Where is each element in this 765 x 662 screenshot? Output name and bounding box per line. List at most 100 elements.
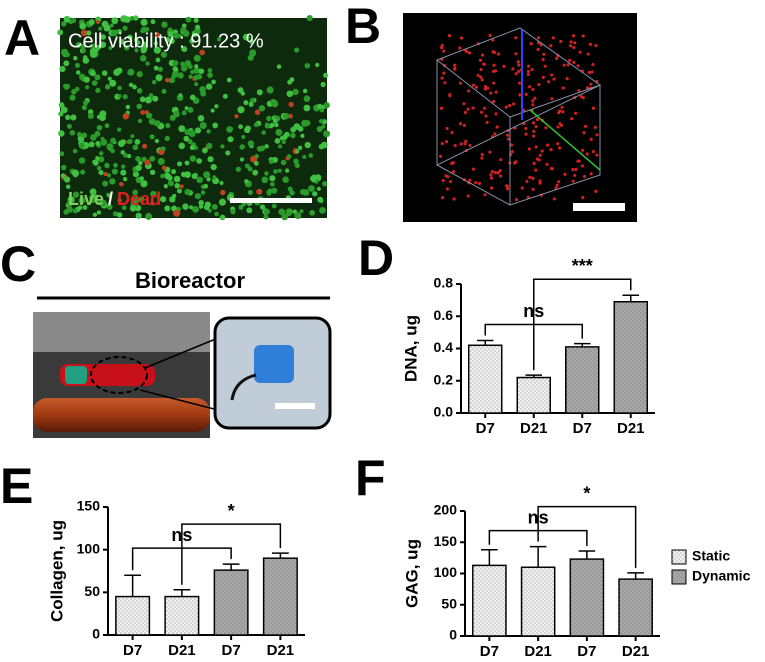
cell-dot <box>247 166 253 172</box>
cell-dot <box>319 206 326 214</box>
cell-dot <box>185 16 192 23</box>
cell-dot <box>576 64 580 68</box>
cell-dot <box>179 184 184 189</box>
panel-letter: F <box>355 450 386 506</box>
cell-dot <box>214 211 219 217</box>
cell-dot <box>65 114 71 121</box>
live-label: Live <box>68 189 104 209</box>
cell-dot <box>177 72 184 79</box>
cell-dot <box>142 143 148 149</box>
cell-dot <box>203 183 209 189</box>
cell-dot <box>471 167 476 171</box>
cell-dot <box>117 198 122 203</box>
y-tick-label: 0.8 <box>434 275 454 291</box>
cell-dot <box>82 55 88 60</box>
cell-dot <box>439 106 444 110</box>
cell-dot <box>183 135 190 142</box>
cell-dot <box>99 41 107 49</box>
significance-bracket <box>181 523 282 585</box>
cell-dot <box>585 86 589 90</box>
cell-dot <box>514 197 519 202</box>
cell-dot <box>167 180 175 187</box>
cell-dot <box>200 190 206 195</box>
cell-dot <box>451 170 456 174</box>
cell-dot <box>323 72 329 78</box>
cell-dot <box>140 180 148 188</box>
cell-dot <box>492 81 496 85</box>
cell-dot <box>323 102 330 109</box>
cell-dot <box>531 187 535 191</box>
cell-dot <box>543 64 547 68</box>
cell-dot <box>495 125 499 129</box>
cell-dot <box>479 68 483 72</box>
cell-dot <box>74 62 80 68</box>
cell-dot <box>463 110 468 115</box>
cell-dot <box>442 49 446 53</box>
cell-dot <box>89 48 97 56</box>
cell-dot <box>136 88 143 94</box>
cell-dot <box>594 189 598 193</box>
cell-dot <box>441 196 445 200</box>
cell-dot <box>268 159 274 165</box>
cell-dot <box>531 99 535 103</box>
cell-dot <box>212 122 219 129</box>
cell-dot <box>219 214 226 221</box>
cell-dot <box>446 175 450 179</box>
cell-dot <box>277 168 282 173</box>
x-tick-label: D7 <box>573 420 592 437</box>
cell-dot <box>133 37 139 42</box>
cell-dot <box>589 137 593 141</box>
cell-dot <box>508 153 513 157</box>
cell-dot <box>566 63 570 67</box>
cell-dot <box>191 173 198 180</box>
cell-dot <box>212 175 217 180</box>
significance-bracket <box>533 278 632 371</box>
cell-dot <box>304 62 311 69</box>
cell-dot <box>440 76 444 80</box>
cell-dot <box>60 164 67 171</box>
cell-dot <box>116 212 123 218</box>
cell-dot <box>574 167 578 171</box>
cell-dot <box>536 36 541 40</box>
cell-dot <box>132 189 138 196</box>
cell-dot <box>164 172 171 180</box>
cell-dot <box>561 110 565 114</box>
cell-dot <box>263 208 270 215</box>
cell-dot <box>558 122 562 126</box>
cell-dot <box>181 46 188 53</box>
cell-dot <box>264 123 270 129</box>
cell-dot <box>122 94 128 100</box>
cell-dot <box>210 108 215 113</box>
y-tick-label: 0.0 <box>434 404 454 420</box>
cell-dot <box>133 196 140 203</box>
cell-dot <box>164 135 170 142</box>
cell-dot <box>264 144 269 149</box>
cell-dot <box>549 73 554 77</box>
cell-dot <box>66 199 74 207</box>
cell-dot <box>571 167 575 172</box>
cell-dot <box>196 73 203 80</box>
cell-dot <box>450 161 454 166</box>
cell-dot <box>87 112 94 119</box>
cell-dot <box>499 158 503 162</box>
cell-dot <box>489 91 493 95</box>
cell-dot <box>219 180 224 186</box>
cell-dot <box>63 15 71 23</box>
cell-dot <box>308 153 314 158</box>
cell-dot <box>517 69 521 74</box>
cell-dot <box>524 126 528 131</box>
cell-dot <box>142 42 148 48</box>
cell-dot <box>101 70 108 76</box>
cell-dot <box>136 40 141 45</box>
cell-dot <box>270 181 275 187</box>
cell-dot <box>149 134 155 140</box>
cell-dot <box>511 67 515 71</box>
cell-dot <box>90 43 97 50</box>
cell-dot <box>488 33 492 38</box>
cell-dot <box>198 204 204 209</box>
cell-dot <box>480 156 484 160</box>
cell-dot <box>149 169 156 175</box>
cell-dot <box>139 176 144 181</box>
cell-dot <box>168 77 175 84</box>
cell-dot <box>90 134 97 141</box>
